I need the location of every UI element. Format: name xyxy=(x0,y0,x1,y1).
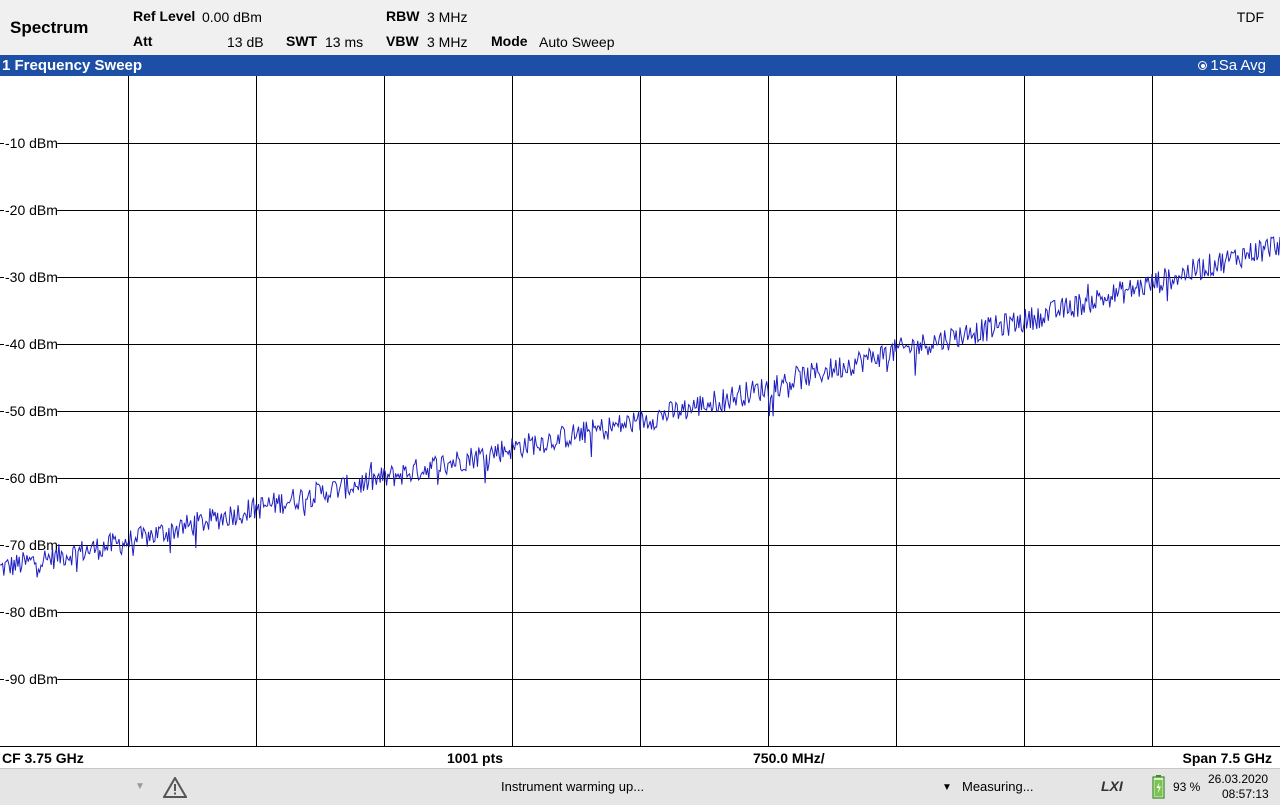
y-tick-label: -80 dBm xyxy=(5,604,58,620)
trace-status-icon xyxy=(1198,61,1208,70)
y-tick-label-bg xyxy=(4,134,58,151)
ref-level-value[interactable]: 0.00 dBm xyxy=(202,9,262,25)
vbw-value[interactable]: 3 MHz xyxy=(427,34,468,50)
window-title: 1 Frequency Sweep xyxy=(2,57,143,74)
y-tick-label-bg xyxy=(4,335,58,352)
y-tick-label: -40 dBm xyxy=(5,336,58,352)
y-tick-label: -30 dBm xyxy=(5,269,58,285)
y-tick-label: -20 dBm xyxy=(5,202,58,218)
y-tick-label-bg xyxy=(4,670,58,687)
span[interactable]: Span 7.5 GHz xyxy=(1182,750,1272,766)
y-tick-label: -90 dBm xyxy=(5,671,58,687)
trace-group xyxy=(0,236,1280,578)
rbw-label: RBW xyxy=(386,8,420,24)
y-tick-label-bg xyxy=(4,536,58,553)
center-frequency[interactable]: CF 3.75 GHz xyxy=(2,750,84,766)
y-tick-label-bg xyxy=(4,268,58,285)
att-label: Att xyxy=(133,33,153,49)
swt-value[interactable]: 13 ms xyxy=(325,34,364,50)
y-tick-label: -60 dBm xyxy=(5,470,58,486)
status-bar: ▼ Instrument warming up... ▼ Measuring..… xyxy=(0,768,1280,805)
y-axis-labels: -10 dBm -20 dBm -30 dBm -40 dBm -50 dBm -60 d… xyxy=(4,134,58,687)
app-title[interactable]: Spectrum xyxy=(10,18,89,37)
trace-info[interactable]: 1Sa Avg xyxy=(1198,57,1266,74)
y-tick-label-bg xyxy=(4,603,58,620)
swt-label: SWT xyxy=(286,33,318,49)
x-axis-info-bar: CF 3.75 GHz 1001 pts 750.0 MHz/ Span 7.5… xyxy=(0,746,1280,769)
att-value[interactable]: 13 dB xyxy=(227,34,264,50)
tdf-indicator[interactable]: TDF xyxy=(1236,9,1264,25)
battery-level: 93 % xyxy=(1173,780,1201,794)
measuring-status[interactable]: Measuring... xyxy=(962,779,1034,794)
y-tick-label: -50 dBm xyxy=(5,403,58,419)
chevron-down-icon[interactable]: ▼ xyxy=(135,781,145,792)
frequency-per-division[interactable]: 750.0 MHz/ xyxy=(753,750,825,766)
y-tick-label-bg xyxy=(4,201,58,218)
header-bar: Spectrum Ref Level 0.00 dBm Att 13 dB SW… xyxy=(0,0,1280,55)
mode-label: Mode xyxy=(491,33,528,49)
lxi-icon[interactable]: LXI xyxy=(1101,778,1123,794)
y-tick-label-bg xyxy=(4,469,58,486)
status-time: 08:57:13 xyxy=(1222,787,1269,801)
y-tick-label-bg xyxy=(4,402,58,419)
trace-line xyxy=(0,236,1280,578)
battery-icon xyxy=(1152,775,1165,799)
y-tick-label: -10 dBm xyxy=(5,135,58,151)
vbw-label: VBW xyxy=(386,33,419,49)
window-title-bar[interactable]: 1 Frequency Sweep 1Sa Avg xyxy=(0,55,1280,76)
measuring-dropdown-icon[interactable]: ▼ xyxy=(942,782,952,793)
spectrum-chart[interactable]: -10 dBm -20 dBm -30 dBm -40 dBm -50 dBm -60 d… xyxy=(0,76,1280,746)
spectrum-plot[interactable]: -10 dBm -20 dBm -30 dBm -40 dBm -50 dBm -60 d… xyxy=(0,76,1280,746)
trace-info-label: 1Sa Avg xyxy=(1210,57,1266,74)
y-tick-label: -70 dBm xyxy=(5,537,58,553)
grid-lines xyxy=(0,76,1280,746)
rbw-value[interactable]: 3 MHz xyxy=(427,9,468,25)
status-date: 26.03.2020 xyxy=(1208,772,1269,786)
status-message: Instrument warming up... xyxy=(501,779,645,794)
sweep-points[interactable]: 1001 pts xyxy=(447,750,504,766)
warning-icon xyxy=(163,777,187,798)
mode-value[interactable]: Auto Sweep xyxy=(539,34,615,50)
ref-level-label: Ref Level xyxy=(133,8,196,24)
